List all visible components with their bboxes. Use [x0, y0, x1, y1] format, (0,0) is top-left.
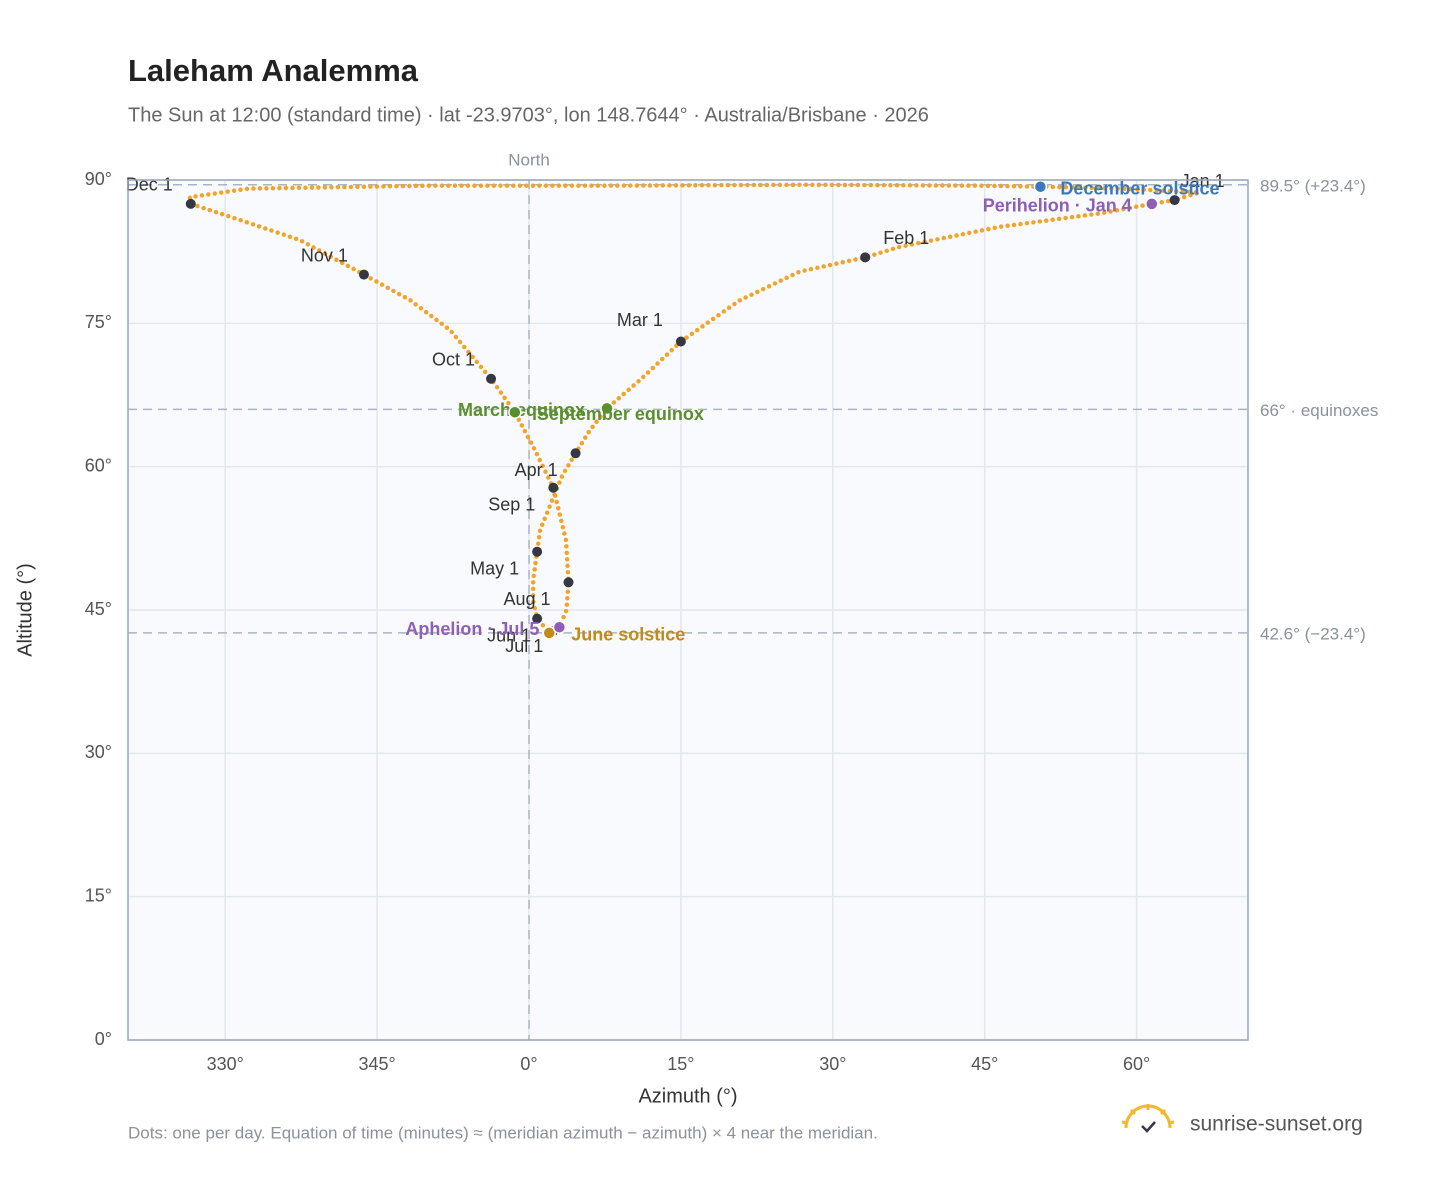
y-axis-label: Altitude (°): [14, 563, 36, 657]
y-tick-label: 60°: [85, 455, 112, 475]
x-tick-label: 15°: [667, 1054, 694, 1074]
month-marker: [675, 336, 686, 347]
x-axis-label: Azimuth (°): [638, 1085, 737, 1107]
x-tick-label: 345°: [358, 1054, 395, 1074]
event-marker: [600, 401, 614, 416]
month-label: Jul 1: [505, 636, 543, 656]
reference-label: North: [508, 150, 550, 169]
plot-border: [127, 179, 1249, 1041]
month-marker: [548, 482, 559, 493]
month-label: Feb 1: [883, 228, 929, 248]
footnote: Dots: one per day. Equation of time (min…: [128, 1123, 878, 1142]
x-tick-label: 60°: [1123, 1054, 1150, 1074]
event-marker: [552, 620, 567, 634]
month-marker: [486, 373, 497, 384]
month-label: Jun 1: [487, 625, 531, 645]
x-tick-label: 45°: [971, 1054, 998, 1074]
month-label: Mar 1: [617, 310, 663, 330]
y-tick-label: 15°: [85, 885, 112, 905]
month-label: Oct 1: [432, 350, 475, 370]
month-label: Dec 1: [126, 175, 173, 195]
month-label: Sep 1: [488, 494, 535, 514]
y-tick-label: 30°: [85, 742, 112, 762]
event-marker: [1145, 197, 1159, 211]
event-label: March equinox: [458, 400, 585, 420]
brand: sunrise-sunset.org: [1190, 1113, 1363, 1136]
month-label: Jan 1: [1181, 171, 1225, 191]
month-marker: [185, 198, 196, 209]
daily-path: [187, 182, 1201, 636]
chart-subtitle: The Sun at 12:00 (standard time) · lat -…: [128, 104, 929, 126]
reference-label: 42.6° (−23.4°): [1260, 624, 1366, 643]
x-tick-label: 30°: [819, 1054, 846, 1074]
event-label: Perihelion · Jan 4: [983, 196, 1132, 216]
month-marker: [563, 577, 574, 588]
event-label: September equinox: [537, 404, 704, 424]
y-tick-label: 0°: [95, 1029, 112, 1049]
month-marker: [570, 448, 581, 459]
event-label: Aphelion · Jul 5: [405, 619, 539, 639]
month-label: Aug 1: [503, 589, 550, 609]
event-marker: [1033, 179, 1048, 194]
reference-label: 66° · equinoxes: [1260, 401, 1378, 420]
event-label: June solstice: [571, 625, 685, 645]
event-label: December solstice: [1060, 178, 1219, 198]
month-marker: [358, 269, 369, 280]
y-tick-label: 90°: [85, 169, 112, 189]
month-marker: [532, 613, 543, 624]
reference-label: 89.5° (+23.4°): [1260, 176, 1366, 195]
event-marker: [508, 405, 522, 419]
event-marker: [542, 626, 557, 640]
month-label: May 1: [470, 558, 519, 578]
chart-title: Laleham Analemma: [128, 53, 419, 88]
month-marker: [1169, 195, 1180, 206]
month-marker: [532, 546, 543, 557]
month-label: Apr 1: [515, 460, 558, 480]
brand-logo: [1121, 1104, 1175, 1133]
x-tick-label: 0°: [520, 1054, 537, 1074]
month-label: Nov 1: [301, 245, 348, 265]
x-tick-label: 330°: [207, 1054, 244, 1074]
month-marker: [860, 252, 871, 263]
y-tick-label: 75°: [85, 312, 112, 332]
y-tick-label: 45°: [85, 599, 112, 619]
